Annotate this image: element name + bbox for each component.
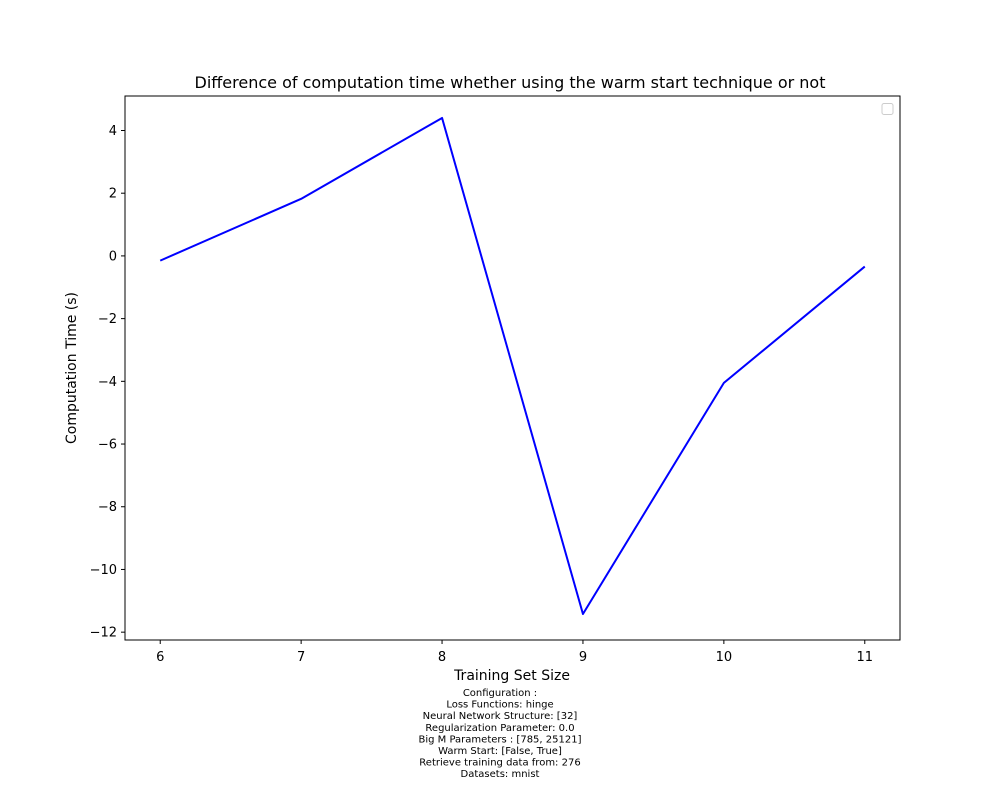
y-tick-label: 2	[109, 187, 117, 202]
y-tick-label: −8	[98, 500, 117, 515]
y-tick-label: −6	[98, 438, 117, 453]
plot-area-frame	[124, 95, 901, 641]
caption-line: Regularization Parameter: 0.0	[425, 723, 574, 734]
series-line-0	[159, 116, 866, 615]
series-layer	[159, 116, 866, 615]
y-tick-label: 4	[109, 124, 117, 139]
y-tick-label: 0	[109, 249, 117, 264]
x-axis-label: Training Set Size	[453, 668, 570, 684]
caption-line: Configuration :	[463, 688, 537, 699]
x-tick-label: 6	[156, 650, 164, 665]
y-tick-label: −4	[98, 375, 117, 390]
caption-line: Neural Network Structure: [32]	[423, 711, 578, 722]
y-tick-label: −12	[90, 626, 117, 641]
legend-box	[881, 103, 894, 115]
x-tick-label: 11	[856, 650, 873, 665]
x-tick-label: 9	[579, 650, 587, 665]
chart-title: Difference of computation time whether u…	[195, 73, 826, 92]
caption-line: Warm Start: [False, True]	[438, 746, 562, 757]
y-tick-label: −2	[98, 312, 117, 327]
y-axis-label: Computation Time (s)	[64, 292, 80, 444]
y-tick-label: −10	[90, 563, 117, 578]
x-tick-label: 8	[438, 650, 446, 665]
caption-line: Loss Functions: hinge	[446, 700, 553, 711]
x-axis-ticks: 6 7 8 9 10 11	[156, 640, 873, 665]
caption-line: Big M Parameters : [785, 25121]	[419, 734, 582, 745]
y-axis-ticks: 4 2 0 −2 −4 −6 −8 −10 −12	[90, 124, 125, 641]
x-tick-label: 10	[716, 650, 733, 665]
config-caption: Configuration :Loss Functions: hingeNeur…	[419, 688, 582, 780]
caption-line: Datasets: mnist	[461, 769, 540, 780]
x-tick-label: 7	[297, 650, 305, 665]
caption-line: Retrieve training data from: 276	[419, 758, 580, 769]
